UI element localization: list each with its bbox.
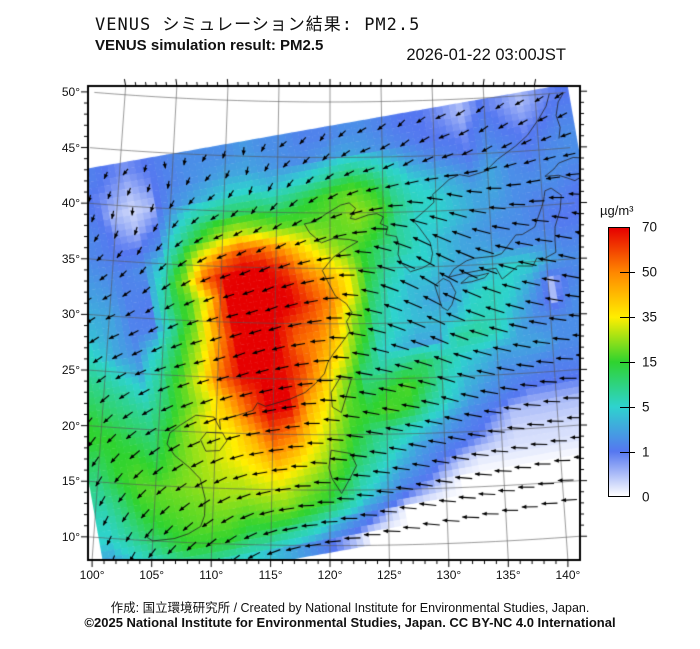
colorbar-tick-mark xyxy=(620,271,635,273)
forecast-timestamp: 2026-01-22 03:00JST xyxy=(406,46,566,64)
lon-tick-label: 110° xyxy=(199,568,224,582)
lon-tick-label: 125° xyxy=(376,568,402,582)
colorbar-tick-label: 15 xyxy=(642,354,658,370)
colorbar-tick-mark xyxy=(620,361,635,363)
credit-text: 作成: 国立環境研究所 / Created by National Instit… xyxy=(110,601,590,615)
lat-tick-label: 40° xyxy=(61,196,80,211)
lat-tick-label: 30° xyxy=(61,307,80,322)
lat-tick-label: 45° xyxy=(61,140,80,155)
colorbar-tick-mark xyxy=(620,316,635,318)
colorbar-tick-label: 70 xyxy=(642,219,658,235)
lat-tick-label: 50° xyxy=(61,84,80,99)
lat-tick-label: 25° xyxy=(61,363,80,378)
colorbar-tick-label: 1 xyxy=(642,444,650,460)
colorbar-tick-label: 35 xyxy=(642,309,658,325)
lon-tick-label: 140° xyxy=(555,568,581,582)
colorbar-unit-label: µg/m³ xyxy=(600,203,634,218)
colorbar-tick-label: 0 xyxy=(642,489,650,505)
colorbar-tick-mark xyxy=(620,406,635,408)
page-title-english: VENUS simulation result: PM2.5 xyxy=(95,37,324,54)
colorbar: µg/m³ 0 1 5 15 35 50 70 xyxy=(596,203,696,513)
lat-tick-label: 20° xyxy=(61,418,80,433)
lon-tick-label: 100° xyxy=(79,568,105,582)
lat-tick-label: 10° xyxy=(61,529,80,544)
colorbar-tick-mark xyxy=(620,451,635,453)
lon-tick-label: 120° xyxy=(317,568,343,582)
colorbar-tick-label: 50 xyxy=(642,264,658,280)
lon-tick-label: 105° xyxy=(139,568,165,582)
license-text: ©2025 National Institute for Environment… xyxy=(84,615,616,630)
lon-tick-label: 135° xyxy=(495,568,521,582)
colorbar-tick-label: 5 xyxy=(642,399,650,415)
page-title-japanese: VENUS シミュレーション結果: PM2.5 xyxy=(95,15,421,35)
lat-tick-label: 15° xyxy=(61,474,80,489)
lon-tick-label: 115° xyxy=(258,568,283,582)
lon-tick-label: 130° xyxy=(436,568,462,582)
lat-tick-label: 35° xyxy=(61,251,80,266)
